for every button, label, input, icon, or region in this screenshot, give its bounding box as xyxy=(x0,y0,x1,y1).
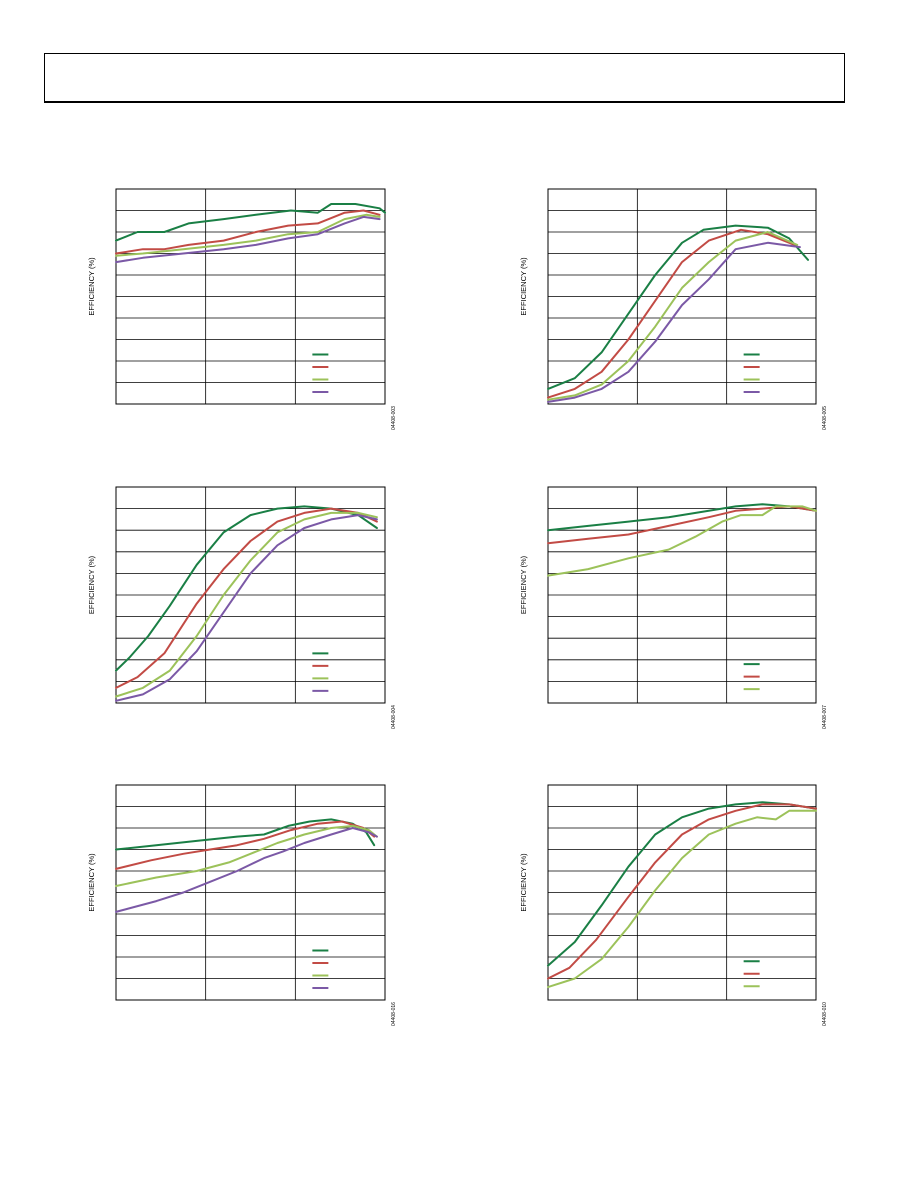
figure-code: 04408-007 xyxy=(822,705,828,729)
y-axis-label: EFFICIENCY (%) xyxy=(87,853,96,912)
plot-frame xyxy=(115,486,386,704)
series-line-1 xyxy=(115,818,376,851)
chart-panel-6: EFFICIENCY (%) 04408-010 xyxy=(519,784,828,1026)
gridlines xyxy=(116,189,385,404)
gridlines xyxy=(116,487,385,703)
series-line-4 xyxy=(115,215,381,264)
chart-panel-5: EFFICIENCY (%) 04408-016 xyxy=(87,784,397,1026)
series-line-3 xyxy=(115,511,378,698)
plot-frame xyxy=(115,188,386,405)
series-line-2 xyxy=(547,228,796,399)
plot-frame xyxy=(547,784,817,1001)
gridlines xyxy=(548,487,816,703)
chart-panel-2: EFFICIENCY (%) 04408-005 xyxy=(519,188,828,430)
series-line-4 xyxy=(115,514,378,702)
chart-panel-4: EFFICIENCY (%) 04408-007 xyxy=(519,486,828,729)
series-line-1 xyxy=(115,505,378,672)
plot-frame xyxy=(547,188,817,405)
series-line-1 xyxy=(547,801,817,967)
figure-code: 04408-016 xyxy=(391,1002,397,1026)
series-line-2 xyxy=(115,820,376,870)
figure-code: 04408-004 xyxy=(391,705,397,729)
gridlines xyxy=(116,785,385,1000)
series-line-4 xyxy=(547,241,801,403)
figure-code: 04408-010 xyxy=(822,1002,828,1026)
y-axis-label: EFFICIENCY (%) xyxy=(519,853,528,912)
gridlines xyxy=(548,785,816,1000)
plot-frame xyxy=(115,784,386,1001)
chart-panel-1: EFFICIENCY (%) 04408-003 xyxy=(87,188,397,430)
series-line-3 xyxy=(115,824,378,887)
y-axis-label: EFFICIENCY (%) xyxy=(87,555,96,614)
plot-frame xyxy=(547,486,817,704)
y-axis-label: EFFICIENCY (%) xyxy=(519,257,528,316)
series-line-3 xyxy=(115,213,381,257)
figure-code: 04408-005 xyxy=(822,406,828,430)
page-header-box xyxy=(44,53,845,103)
figure-code: 04408-003 xyxy=(391,406,397,430)
series-line-3 xyxy=(547,505,817,577)
y-axis-label: EFFICIENCY (%) xyxy=(87,257,96,316)
series-line-2 xyxy=(547,505,817,545)
series-line-2 xyxy=(115,209,381,255)
series-line-4 xyxy=(115,827,378,913)
series-line-2 xyxy=(547,803,817,980)
series-line-1 xyxy=(547,224,809,390)
series-line-2 xyxy=(115,507,378,689)
series-line-3 xyxy=(547,231,799,401)
y-axis-label: EFFICIENCY (%) xyxy=(519,555,528,614)
series-line-1 xyxy=(115,203,386,242)
chart-panel-3: EFFICIENCY (%) 04408-004 xyxy=(87,486,397,729)
gridlines xyxy=(548,189,816,404)
series-line-3 xyxy=(547,809,817,989)
